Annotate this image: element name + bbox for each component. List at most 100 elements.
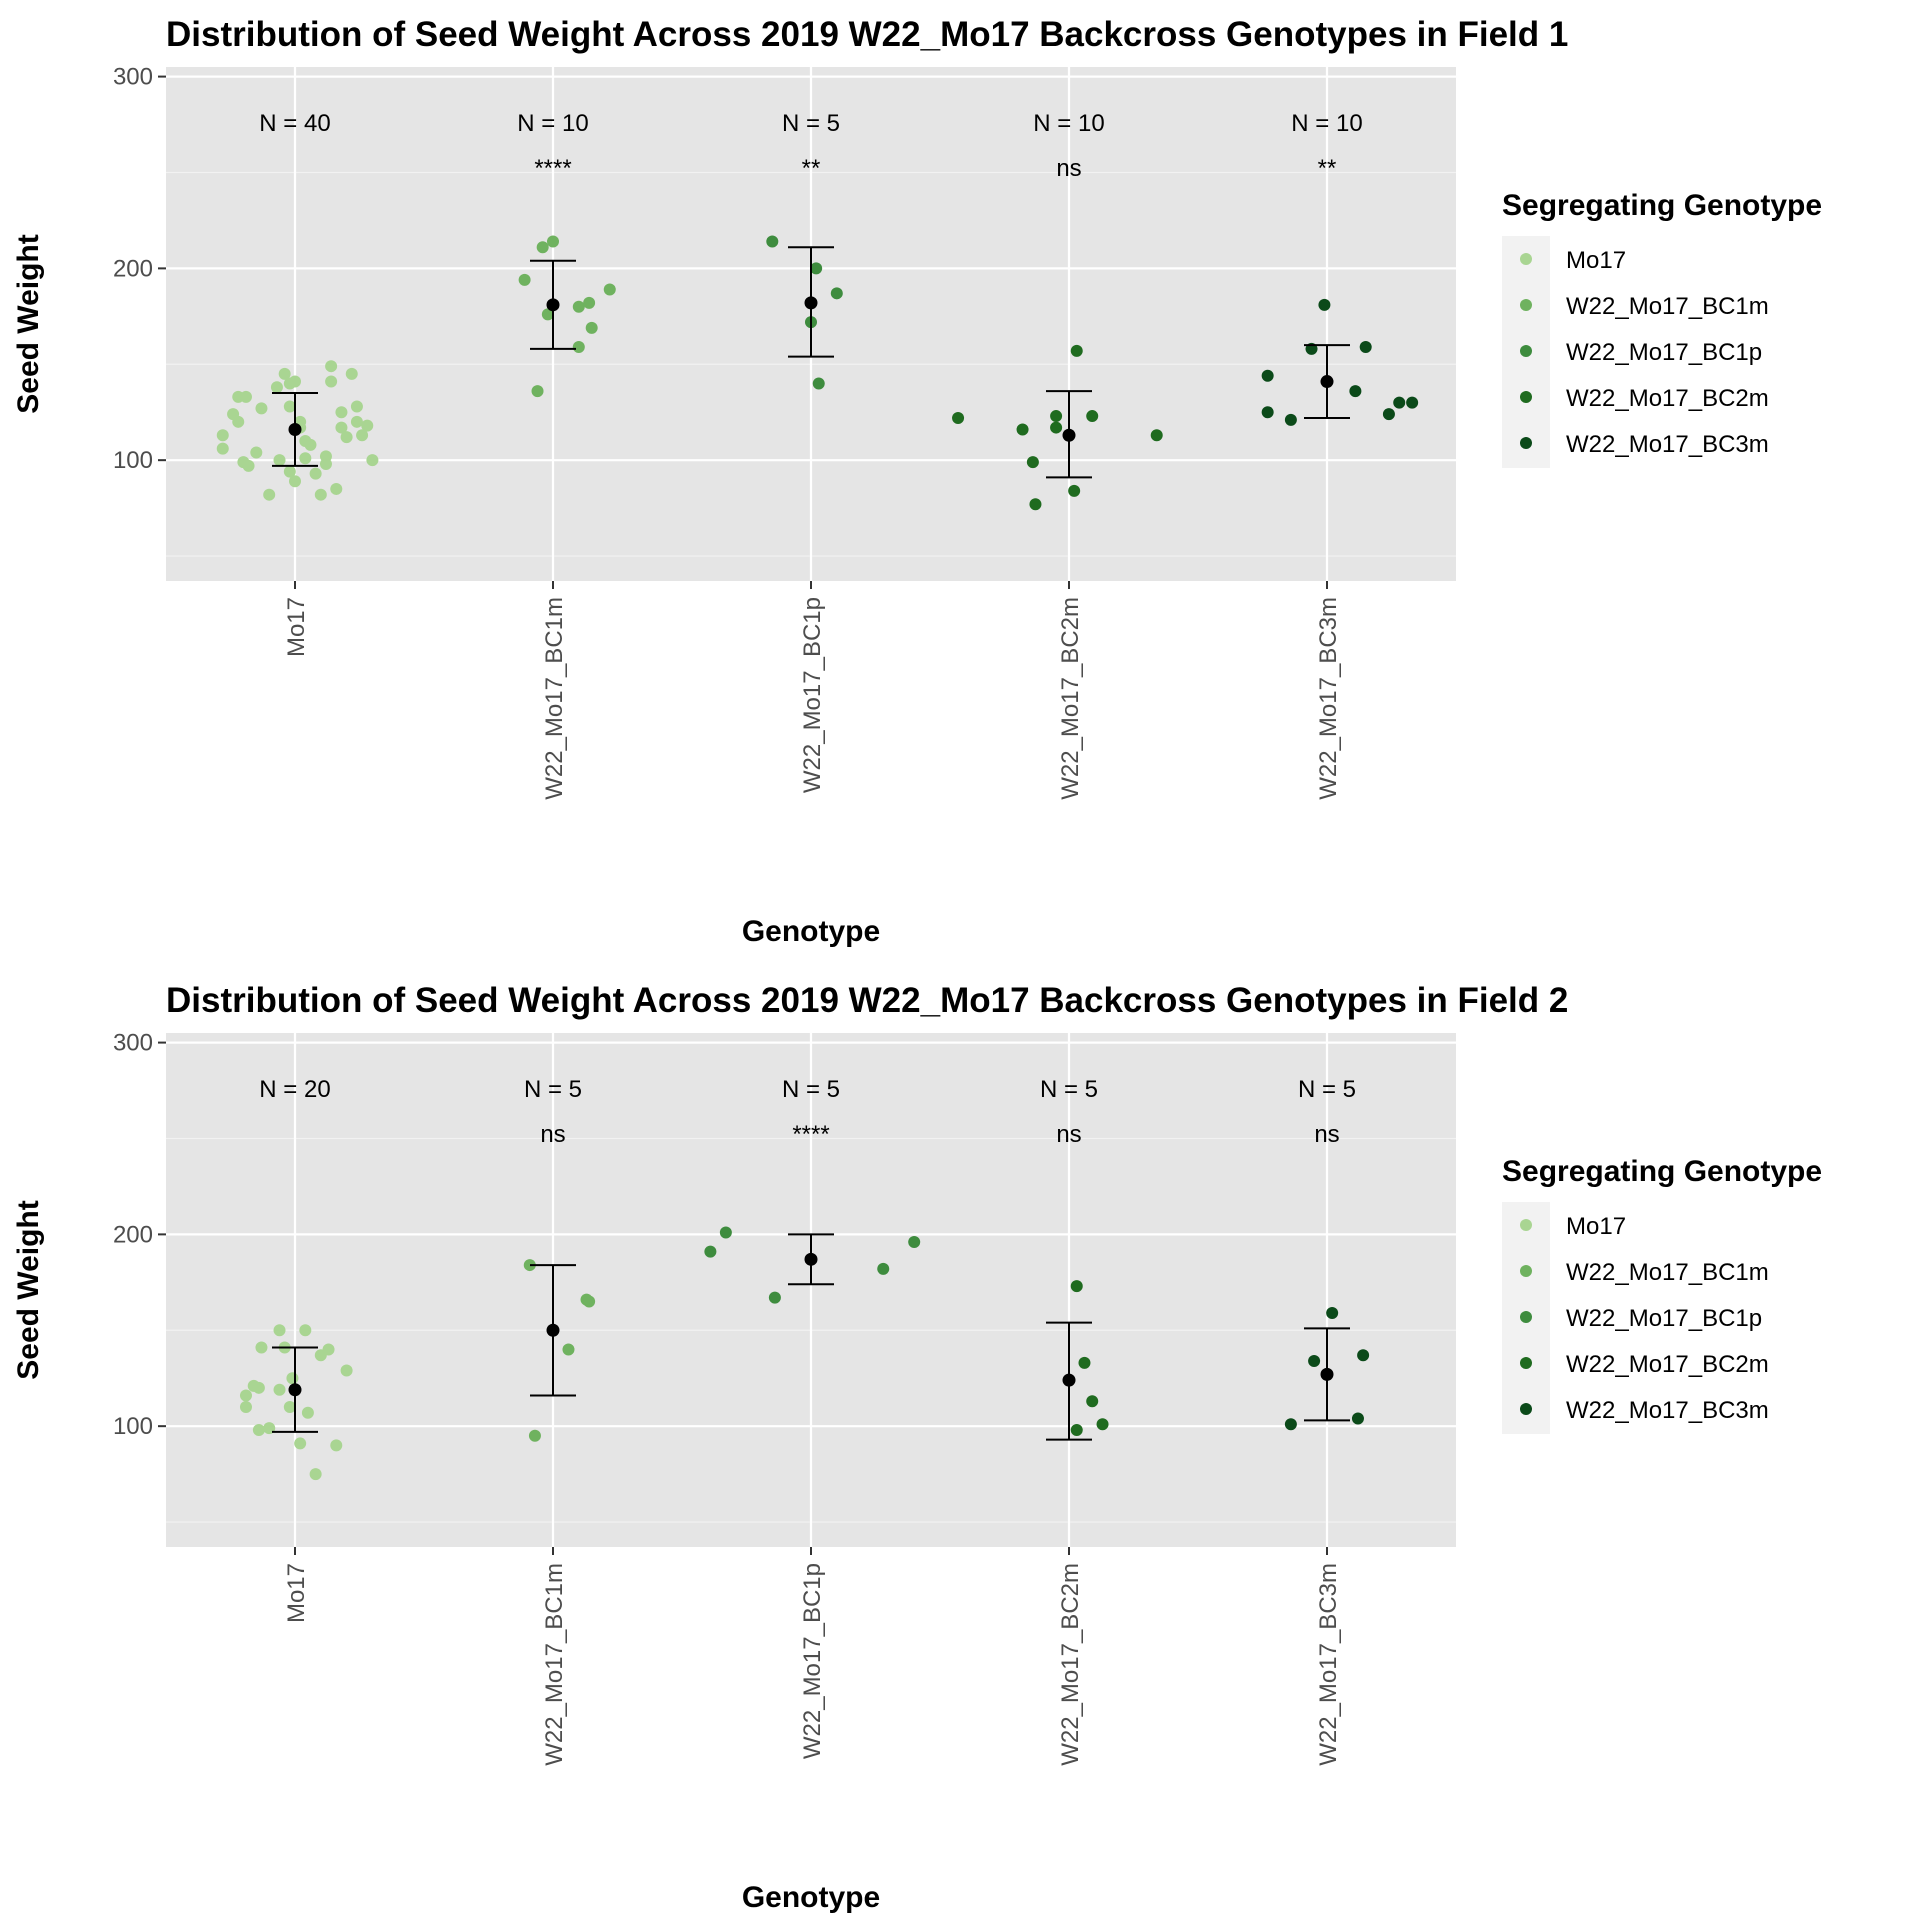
data-point	[322, 1343, 335, 1356]
legend-label: W22_Mo17_BC2m	[1566, 385, 1769, 412]
legend-label: W22_Mo17_BC1p	[1566, 1305, 1762, 1332]
x-axis-title: Genotype	[742, 915, 880, 948]
n-label: N = 20	[259, 1076, 330, 1103]
data-point	[830, 287, 843, 300]
chart-title: Distribution of Seed Weight Across 2019 …	[166, 981, 1568, 1020]
data-point	[536, 241, 549, 254]
data-point	[1070, 1424, 1083, 1437]
legend-title: Segregating Genotype	[1502, 1155, 1822, 1188]
data-point	[325, 375, 338, 388]
mean-point	[1062, 428, 1076, 442]
data-point	[319, 458, 332, 471]
data-point	[283, 400, 296, 413]
n-label: N = 10	[517, 110, 588, 137]
data-point	[1357, 1349, 1370, 1362]
data-point	[340, 1364, 353, 1377]
data-point	[531, 385, 544, 398]
data-point	[812, 377, 825, 390]
data-point	[1086, 410, 1099, 423]
data-point	[340, 431, 353, 444]
data-point	[1068, 484, 1081, 497]
data-point	[908, 1236, 921, 1249]
data-point	[299, 1324, 312, 1337]
data-point	[263, 488, 276, 501]
data-point	[1096, 1418, 1109, 1431]
data-point	[1406, 396, 1419, 409]
data-point	[1382, 408, 1395, 421]
data-point	[766, 235, 779, 248]
data-point	[583, 1295, 596, 1308]
y-tick-label: 100	[113, 447, 153, 474]
data-point	[242, 459, 255, 472]
data-point	[252, 1424, 265, 1437]
legend-label: Mo17	[1566, 1213, 1626, 1240]
legend-key	[1520, 1219, 1532, 1231]
data-point	[273, 1383, 286, 1396]
data-point	[283, 1400, 296, 1413]
data-point	[877, 1262, 890, 1275]
mean-point	[1320, 375, 1334, 389]
data-point	[278, 367, 291, 380]
significance-label: ns	[1056, 155, 1081, 182]
data-point	[335, 421, 348, 434]
data-point	[528, 1429, 541, 1442]
y-tick-label: 100	[113, 1413, 153, 1440]
data-point	[356, 429, 369, 442]
legend-key	[1520, 1403, 1532, 1415]
n-label: N = 5	[524, 1076, 582, 1103]
data-point	[330, 482, 343, 495]
data-point	[518, 273, 531, 286]
data-point	[1284, 413, 1297, 426]
significance-label: ns	[540, 1121, 565, 1148]
data-point	[1078, 1356, 1091, 1369]
x-tick-label: W22_Mo17_BC1m	[541, 597, 568, 800]
legend-key	[1520, 253, 1532, 265]
legend-key	[1520, 1265, 1532, 1277]
significance-label: ****	[534, 155, 571, 182]
data-point	[252, 1381, 265, 1394]
mean-point	[1062, 1373, 1076, 1387]
data-point	[952, 411, 965, 424]
data-point	[1029, 498, 1042, 511]
y-axis-title: Seed Weight	[12, 1200, 45, 1379]
legend-label: W22_Mo17_BC1m	[1566, 293, 1769, 320]
x-tick-label: W22_Mo17_BC3m	[1315, 597, 1342, 800]
mean-point	[1320, 1367, 1334, 1381]
x-tick-label: W22_Mo17_BC1m	[541, 1563, 568, 1766]
chart-title: Distribution of Seed Weight Across 2019 …	[166, 15, 1568, 54]
data-point	[1070, 1280, 1083, 1293]
data-point	[603, 283, 616, 296]
data-point	[350, 415, 363, 428]
legend-label: Mo17	[1566, 247, 1626, 274]
data-point	[294, 1437, 307, 1450]
data-point	[1026, 456, 1039, 469]
legend-label: W22_Mo17_BC3m	[1566, 431, 1769, 458]
data-point	[1086, 1395, 1099, 1408]
data-point	[350, 400, 363, 413]
y-axis-title: Seed Weight	[12, 234, 45, 413]
data-point	[1070, 344, 1083, 357]
data-point	[270, 381, 283, 394]
data-point	[1308, 1354, 1321, 1367]
data-point	[572, 300, 585, 313]
significance-label: ****	[792, 1121, 829, 1148]
x-tick-label: Mo17	[283, 1563, 310, 1623]
x-tick-label: Mo17	[283, 597, 310, 657]
data-point	[1326, 1307, 1339, 1320]
data-point	[366, 454, 379, 467]
data-point	[1359, 341, 1372, 354]
legend-key	[1520, 345, 1532, 357]
mean-point	[288, 1383, 302, 1397]
significance-label: **	[802, 155, 821, 182]
data-point	[289, 375, 301, 388]
chart-panel-2: Distribution of Seed Weight Across 2019 …	[12, 981, 1822, 1914]
n-label: N = 40	[259, 110, 330, 137]
legend-label: W22_Mo17_BC2m	[1566, 1351, 1769, 1378]
y-tick-label: 300	[113, 1030, 153, 1057]
n-label: N = 5	[1298, 1076, 1356, 1103]
data-point	[304, 438, 317, 451]
data-point	[1016, 423, 1029, 436]
data-point	[255, 1341, 268, 1354]
